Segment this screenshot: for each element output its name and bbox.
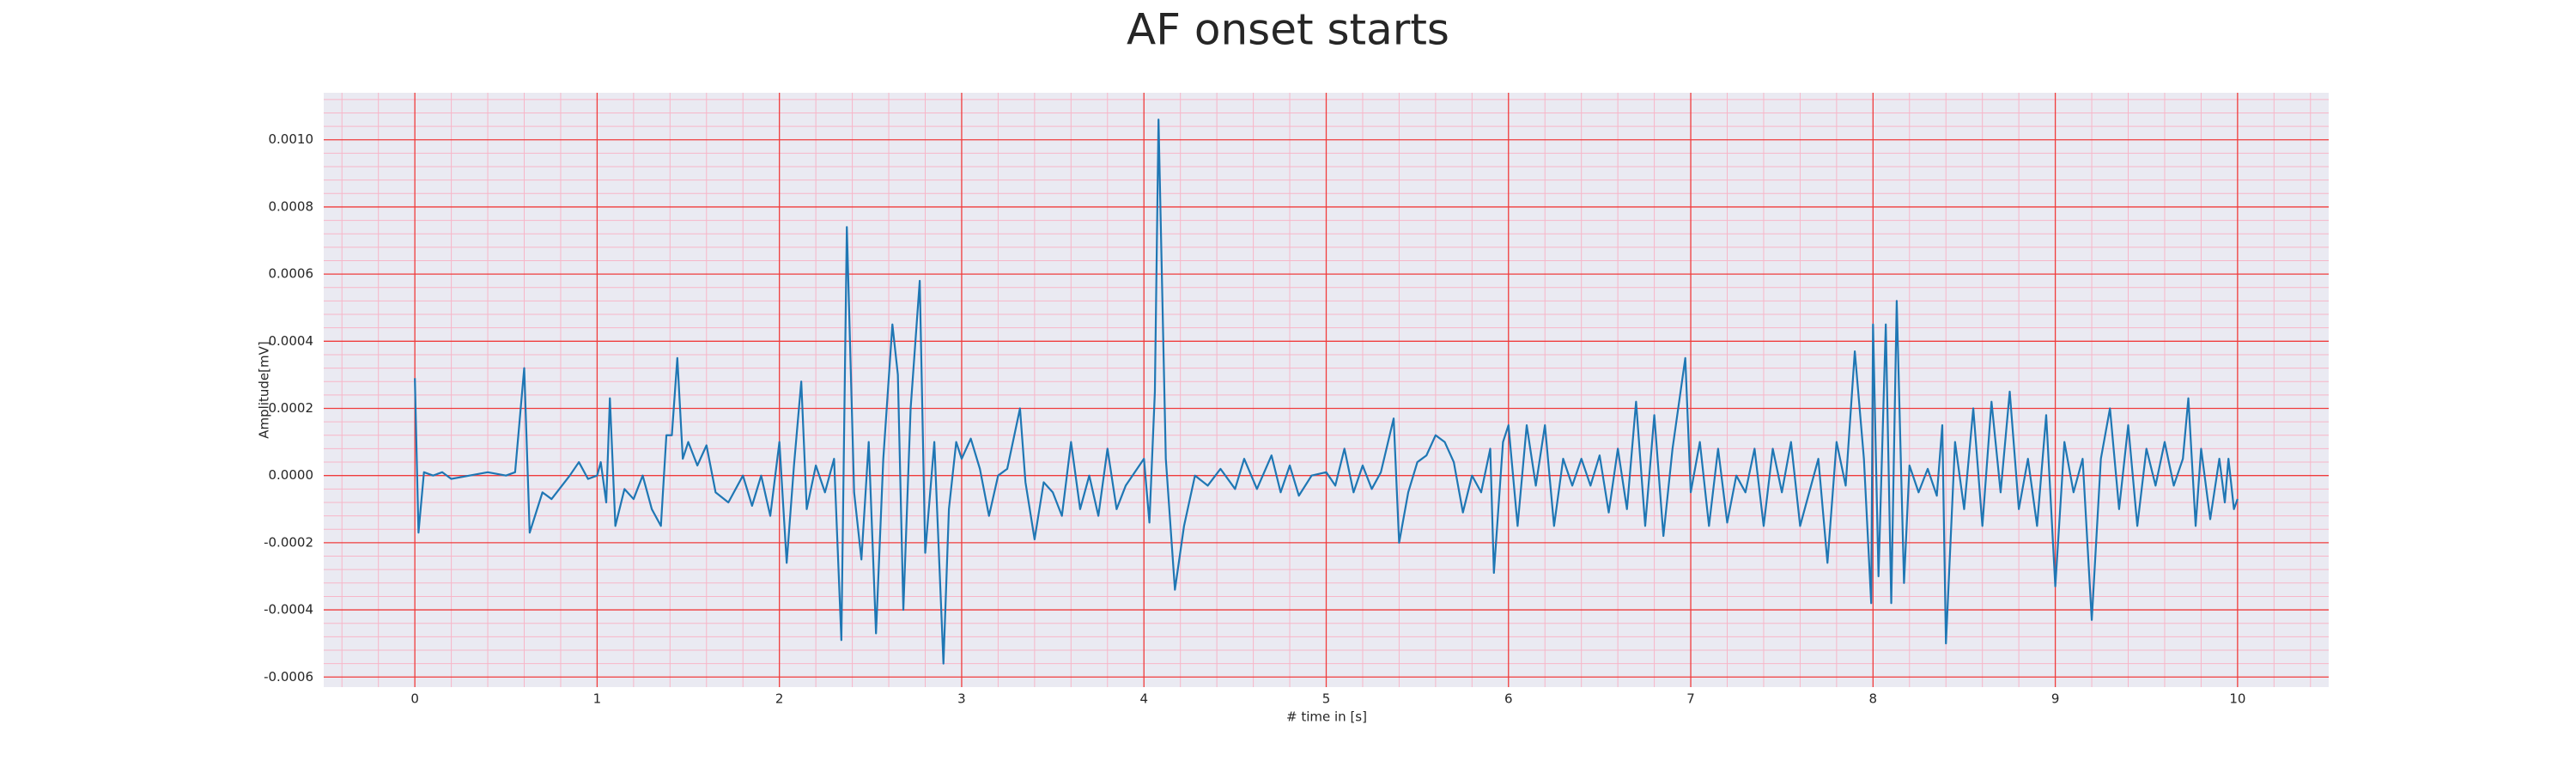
x-tick-label: 2	[775, 691, 784, 707]
x-tick-label: 1	[593, 691, 602, 707]
y-tick-label: 0.0006	[269, 266, 314, 282]
signal-line	[414, 119, 2239, 665]
y-tick-label: -0.0004	[264, 602, 313, 618]
y-tick-label: 0.0008	[269, 198, 314, 214]
x-tick-label: 5	[1322, 691, 1331, 707]
x-axis-label: # time in [s]	[1286, 709, 1367, 725]
x-tick-label: 0	[410, 691, 419, 707]
y-tick-label: 0.0004	[269, 333, 314, 349]
y-tick-label: -0.0006	[264, 669, 313, 685]
x-tick-label: 4	[1139, 691, 1148, 707]
x-tick-label: 6	[1504, 691, 1513, 707]
y-tick-label: -0.0002	[264, 534, 313, 550]
x-tick-label: 3	[957, 691, 966, 707]
chart-title: AF onset starts	[1127, 5, 1449, 55]
x-tick-label: 9	[2051, 691, 2060, 707]
x-tick-label: 7	[1686, 691, 1695, 707]
y-tick-label: 0.0002	[269, 400, 314, 416]
y-tick-label: 0.0010	[269, 131, 314, 147]
x-tick-label: 10	[2229, 691, 2245, 707]
y-tick-label: 0.0000	[269, 467, 314, 483]
y-axis-label: Amplitude[mV]	[257, 341, 272, 438]
x-tick-label: 8	[1869, 691, 1878, 707]
